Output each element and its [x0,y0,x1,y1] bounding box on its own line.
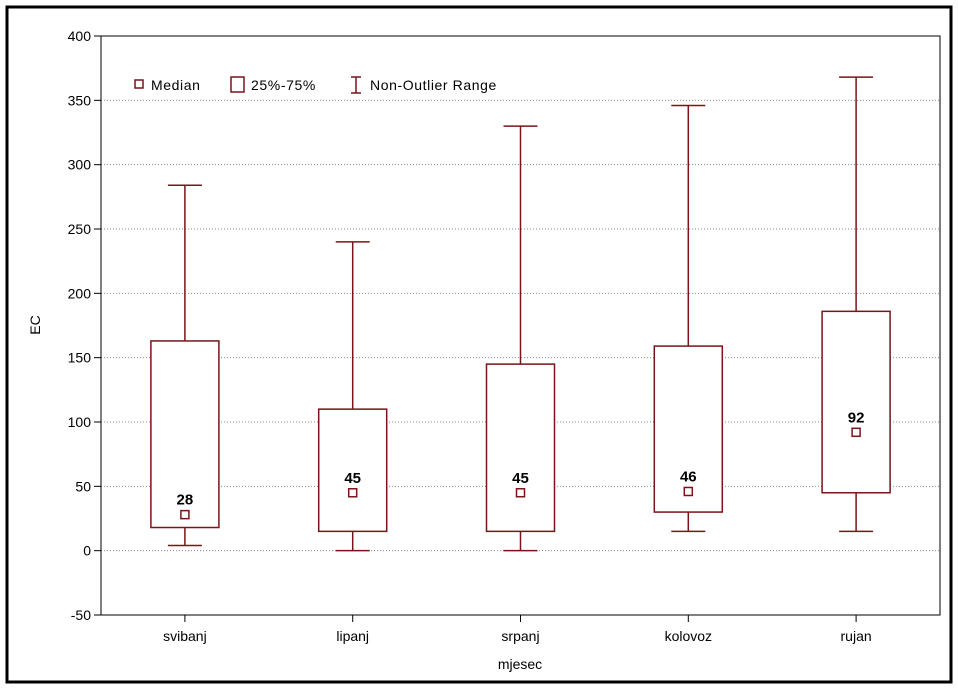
y-tick-label: 300 [68,157,92,173]
y-tick-label: 150 [68,350,92,366]
y-tick-label: 100 [68,414,92,430]
median-marker [683,486,694,497]
y-tick-label: -50 [71,607,91,623]
median-data-label: 46 [680,468,697,485]
boxes: 28 45 45 46 92 [150,76,891,552]
y-tick-label: 250 [68,221,92,237]
x-tick-label: rujan [841,628,872,644]
iqr-box [317,408,388,533]
y-tick-label: 350 [68,92,92,108]
x-tick-label: svibanj [163,628,207,644]
plot-frame [100,35,941,616]
y-tick-label: 200 [68,285,92,301]
legend-box-label: 25%-75% [251,77,316,93]
iqr-box [150,340,220,529]
legend-whisker-label: Non-Outlier Range [370,77,497,93]
median-data-label: 92 [848,409,865,426]
median-marker [851,427,861,438]
iqr-box [821,310,891,494]
iqr-box [485,363,556,533]
x-tick-label: lipanj [336,628,369,644]
box-rujan: 92 [821,76,891,533]
median-marker [180,509,190,520]
box-kolovoz: 46 [653,104,724,533]
x-tick-label: kolovoz [665,628,712,644]
y-axis-ticks: -50 0 50 100 150 200 250 300 350 400 [68,28,101,623]
box-svibanj: 28 [150,184,220,547]
grid-lines [101,99,940,552]
x-axis-ticks: svibanj lipanj srpanj kolovoz rujan [163,615,872,644]
legend-median-label: Median [151,77,201,93]
legend-whisker-marker [351,76,361,94]
outer-frame [5,5,953,684]
y-tick-label: 50 [75,478,91,494]
box-srpanj: 45 [485,125,556,552]
legend-median-marker [134,79,144,89]
median-data-label: 45 [344,470,361,487]
median-data-label: 28 [177,492,194,509]
x-axis-title: mjesec [498,656,542,672]
x-tick-label: srpanj [501,628,539,644]
legend: Median 25%-75% Non-Outlier Range [134,76,497,94]
y-tick-label: 0 [83,543,91,559]
legend-box-marker [230,76,245,93]
median-data-label: 45 [512,470,529,487]
iqr-box [653,345,724,513]
median-marker [347,488,358,498]
y-axis-title: EC [27,315,43,334]
median-marker [515,488,526,498]
box-lipanj: 45 [317,241,388,552]
y-tick-label: 400 [68,28,92,44]
